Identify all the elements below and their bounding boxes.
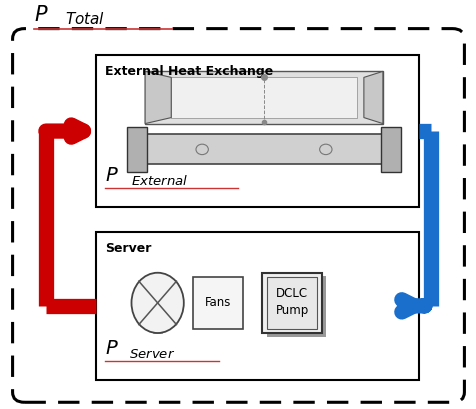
Polygon shape [145,71,171,124]
FancyBboxPatch shape [12,29,464,402]
Bar [145,71,382,124]
Bar [267,277,317,329]
Bar [145,134,382,164]
Bar [96,231,418,380]
Text: $\mathit{External}$: $\mathit{External}$ [131,174,188,188]
Bar [96,55,418,207]
Text: Pump: Pump [275,304,308,317]
Bar [153,273,162,333]
Polygon shape [363,71,382,124]
Text: $\mathit{P}$: $\mathit{P}$ [34,4,49,25]
Ellipse shape [131,273,183,333]
Text: Fans: Fans [205,297,231,309]
Text: $\mathit{Server}$: $\mathit{Server}$ [129,348,175,361]
Bar [266,276,325,337]
Bar [193,277,243,329]
Text: Server: Server [105,242,151,254]
Text: $\mathit{P}$: $\mathit{P}$ [105,166,119,185]
Bar [171,77,356,117]
Bar [380,127,400,172]
Bar [262,273,321,333]
Text: External Heat Exchange: External Heat Exchange [105,65,273,78]
Text: $\mathit{Total}$: $\mathit{Total}$ [65,11,105,27]
Text: DCLC: DCLC [275,287,307,300]
Bar [127,127,147,172]
Text: $\mathit{P}$: $\mathit{P}$ [105,339,119,358]
